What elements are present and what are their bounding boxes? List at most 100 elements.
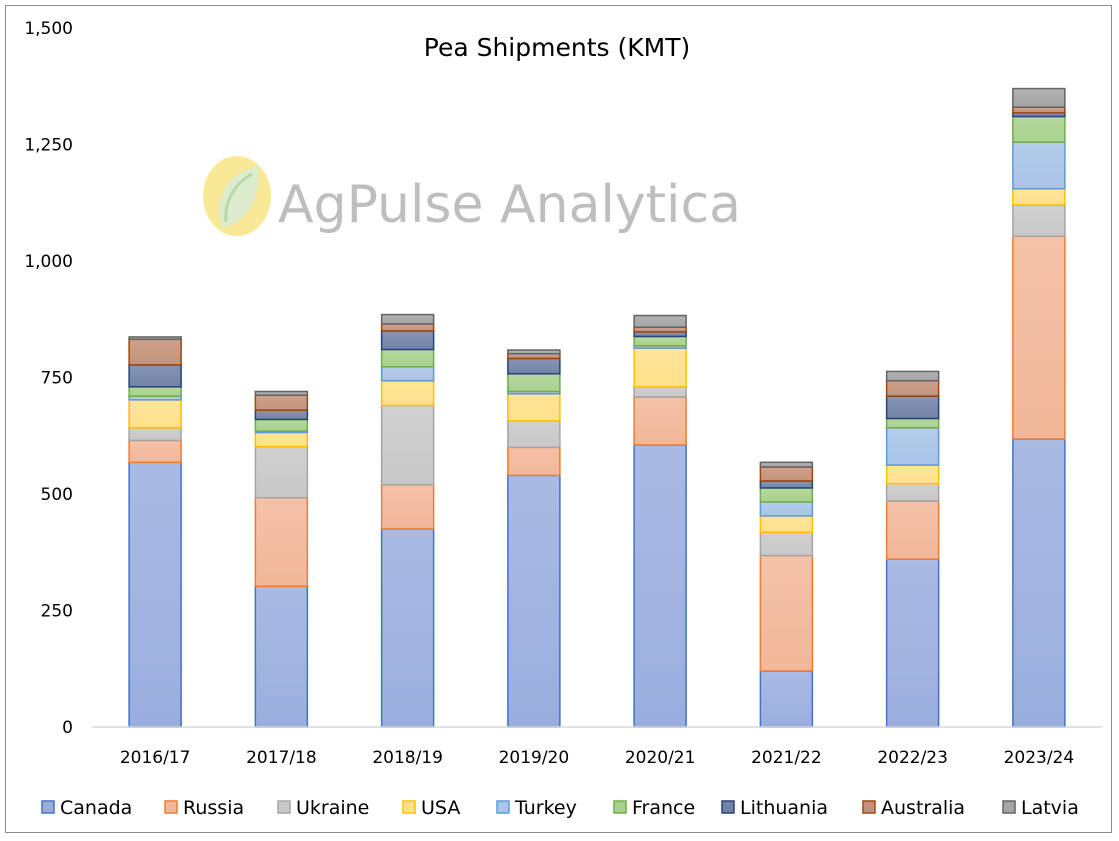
- bar-segment-usa: [1012, 188, 1066, 206]
- bar-segment-usa: [254, 431, 309, 448]
- legend-label: Russia: [183, 797, 244, 819]
- bar-segment-france: [759, 487, 814, 503]
- legend-label: Ukraine: [296, 797, 369, 819]
- watermark-leaf-icon: [219, 166, 259, 228]
- bar-segment-latvia: [759, 461, 814, 468]
- bar-segment-canada: [885, 558, 940, 728]
- watermark: AgPulse Analytica: [203, 156, 741, 236]
- bar-segment-canada: [1012, 438, 1066, 728]
- bar-segment-ukraine: [254, 445, 309, 499]
- bar-stack-2021-22: [759, 461, 814, 728]
- bar-stack-2020-21: [633, 314, 687, 728]
- bar-segment-canada: [380, 528, 435, 728]
- bar-segment-russia: [380, 483, 435, 530]
- bar-segment-australia: [1012, 106, 1066, 114]
- bar-stack-2017-18: [254, 390, 309, 728]
- legend-item-turkey: Turkey: [496, 797, 577, 819]
- legend-swatch: [721, 800, 735, 814]
- bar-segment-france: [507, 373, 561, 393]
- x-tick-label: 2017/18: [246, 748, 317, 768]
- bar-segment-turkey: [759, 501, 814, 517]
- bar-segment-france: [128, 386, 182, 397]
- x-tick-label: 2020/21: [625, 748, 696, 768]
- legend-swatch: [1002, 800, 1016, 814]
- y-tick-label: 0: [62, 718, 73, 738]
- x-tick-label: 2019/20: [499, 748, 570, 768]
- bar-segment-russia: [507, 446, 561, 477]
- bar-stack-2022-23: [885, 370, 940, 728]
- y-tick-label: 250: [41, 602, 73, 622]
- bar-segment-usa: [128, 399, 182, 429]
- bar-segment-latvia: [885, 370, 940, 382]
- legend-item-usa: USA: [402, 797, 460, 819]
- bar-segment-canada: [128, 461, 182, 728]
- bar-segment-france: [1012, 115, 1066, 143]
- bar-stack-2019-20: [507, 349, 561, 728]
- bar-segment-usa: [885, 464, 940, 485]
- x-tick-label: 2022/23: [877, 748, 948, 768]
- legend-swatch: [164, 800, 178, 814]
- bar-segment-ukraine: [1012, 204, 1066, 238]
- legend-item-australia: Australia: [862, 797, 965, 819]
- bar-segment-russia: [759, 554, 814, 672]
- bar-segment-latvia: [254, 390, 309, 396]
- bar-segment-usa: [633, 347, 687, 388]
- bar-segment-ukraine: [507, 420, 561, 449]
- legend-item-latvia: Latvia: [1002, 797, 1079, 819]
- bar-segment-ukraine: [633, 386, 687, 398]
- legend: Canada Russia Ukraine USA Turkey France Lithua…: [41, 797, 1079, 819]
- x-tick-label: 2023/24: [1004, 748, 1075, 768]
- legend-label: Turkey: [514, 797, 577, 819]
- bar-stack-2023-24: [1012, 87, 1066, 728]
- legend-label: France: [632, 797, 695, 819]
- legend-swatch: [402, 800, 416, 814]
- bar-segment-lithuania: [885, 395, 940, 420]
- bar-segment-canada: [633, 444, 687, 728]
- legend-label: Australia: [881, 797, 965, 819]
- legend-item-france: France: [613, 797, 695, 819]
- y-tick-label: 750: [41, 369, 73, 389]
- bar-segment-ukraine: [885, 482, 940, 502]
- legend-item-ukraine: Ukraine: [277, 797, 369, 819]
- bar-segment-lithuania: [380, 330, 435, 351]
- bar-segment-russia: [254, 496, 309, 588]
- bar-segment-canada: [254, 585, 309, 728]
- y-tick-label: 1,500: [24, 19, 73, 39]
- bar-segment-australia: [254, 394, 309, 411]
- bar-segment-lithuania: [507, 357, 561, 375]
- bar-segment-russia: [1012, 235, 1066, 440]
- bar-stack-2018-19: [380, 313, 435, 728]
- bar-segment-russia: [633, 396, 687, 446]
- legend-swatch: [277, 800, 291, 814]
- bar-segment-ukraine: [759, 531, 814, 557]
- bar-segment-ukraine: [128, 427, 182, 442]
- bar-segment-usa: [507, 393, 561, 422]
- bars: [128, 87, 1066, 728]
- legend-swatch: [496, 800, 510, 814]
- bar-segment-france: [885, 417, 940, 429]
- legend-label: Canada: [60, 797, 132, 819]
- y-tick-label: 1,000: [24, 252, 73, 272]
- bar-segment-france: [380, 348, 435, 368]
- bar-segment-australia: [885, 380, 940, 397]
- legend-item-canada: Canada: [41, 797, 132, 819]
- chart-title: Pea Shipments (KMT): [424, 33, 690, 62]
- y-tick-label: 500: [41, 485, 73, 505]
- legend-swatch: [41, 800, 55, 814]
- bar-segment-latvia: [128, 336, 182, 341]
- bar-segment-usa: [380, 380, 435, 407]
- legend-item-russia: Russia: [164, 797, 244, 819]
- y-axis: 0 250 500 750 1,000 1,250 1,500: [24, 19, 73, 738]
- watermark-leaf-inner-icon: [224, 172, 253, 223]
- x-tick-label: 2016/17: [120, 748, 191, 768]
- legend-item-lithuania: Lithuania: [721, 797, 828, 819]
- bar-segment-turkey: [380, 366, 435, 382]
- bar-segment-turkey: [1012, 141, 1066, 190]
- y-tick-label: 1,250: [24, 136, 73, 156]
- bar-stack-2016-17: [128, 336, 182, 728]
- bar-segment-australia: [759, 466, 814, 482]
- watermark-text: AgPulse Analytica: [278, 175, 741, 235]
- bar-segment-france: [633, 335, 687, 347]
- bar-segment-lithuania: [759, 480, 814, 489]
